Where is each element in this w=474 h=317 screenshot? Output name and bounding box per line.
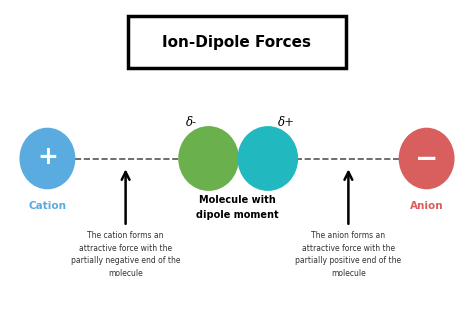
Text: δ+: δ+ bbox=[278, 115, 295, 129]
Text: Molecule with
dipole moment: Molecule with dipole moment bbox=[196, 195, 278, 220]
Ellipse shape bbox=[179, 127, 238, 190]
Text: −: − bbox=[415, 145, 438, 172]
Text: Cation: Cation bbox=[28, 201, 66, 211]
Ellipse shape bbox=[238, 127, 298, 190]
Text: The cation forms an
attractive force with the
partially negative end of the
mole: The cation forms an attractive force wit… bbox=[71, 231, 181, 278]
Ellipse shape bbox=[20, 128, 75, 189]
FancyBboxPatch shape bbox=[128, 16, 346, 68]
Text: +: + bbox=[37, 145, 58, 169]
Text: Ion-Dipole Forces: Ion-Dipole Forces bbox=[163, 35, 311, 49]
Text: δ-: δ- bbox=[186, 115, 198, 129]
Ellipse shape bbox=[399, 128, 454, 189]
Text: Anion: Anion bbox=[410, 201, 443, 211]
Text: The anion forms an
attractive force with the
partially positive end of the
molec: The anion forms an attractive force with… bbox=[295, 231, 401, 278]
